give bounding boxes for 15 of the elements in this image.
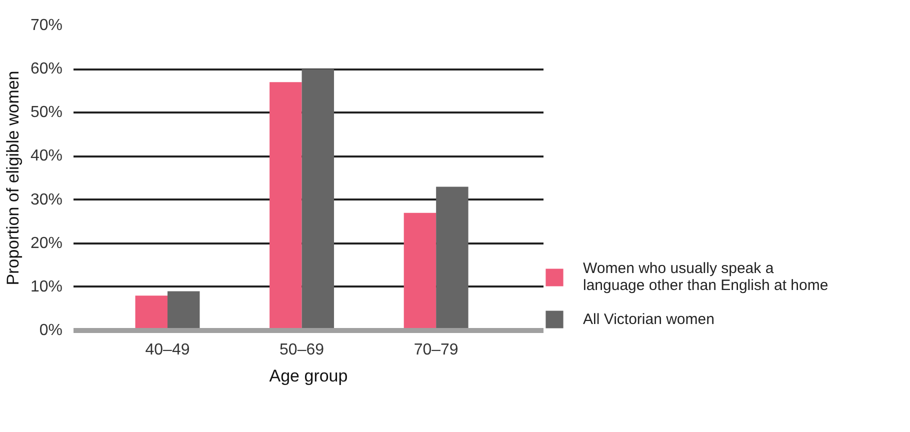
x-tick-label: 70–79 — [414, 342, 458, 358]
y-tick-label: 10% — [30, 278, 63, 296]
y-tick-label: 50% — [30, 104, 63, 122]
y-tick-label: 40% — [30, 148, 63, 165]
x-tick-label: 50–69 — [280, 342, 324, 358]
x-tick-label: 40–49 — [145, 342, 190, 358]
y-tick-label: 0% — [39, 322, 62, 339]
legend-label: All Victorian women — [583, 310, 714, 328]
y-tick-label: 20% — [30, 234, 63, 252]
y-tick-label: 60% — [30, 60, 63, 78]
y-axis-title: Proportion of eligible women — [3, 70, 22, 286]
legend-label: Women who usually speak a language other than English at home — [583, 260, 828, 294]
x-axis-title: Age group — [269, 366, 348, 386]
y-tick-label: 30% — [30, 191, 63, 208]
y-tick-label: 70% — [30, 17, 63, 34]
